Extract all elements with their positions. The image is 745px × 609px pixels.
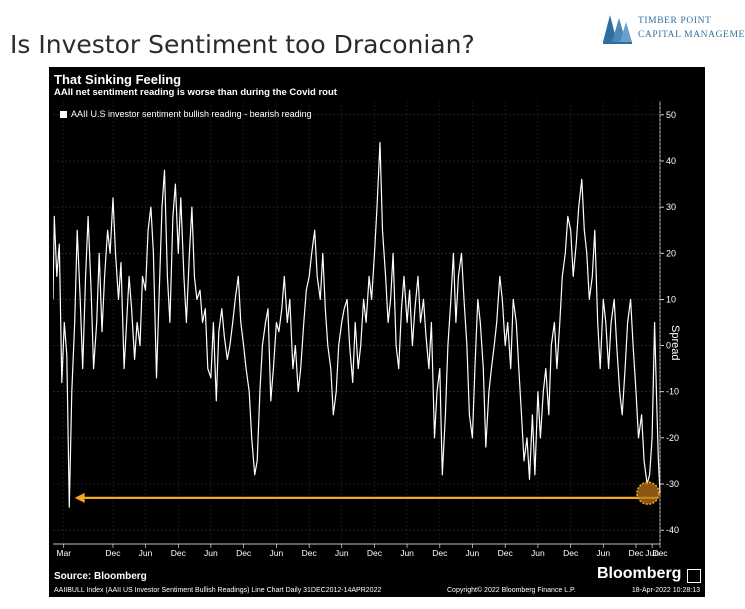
year-label: 2021 — [599, 561, 618, 563]
company-logo: TIMBER POINT CAPITAL MANAGEMENT — [600, 12, 745, 48]
y-tick-label: 10 — [666, 294, 676, 304]
year-label: 2020 — [534, 561, 553, 563]
x-tick-label: Jun — [531, 548, 545, 558]
y-tick-label: 0 — [666, 341, 671, 351]
x-tick-label: Jun — [645, 548, 659, 558]
year-label: 2013 — [76, 561, 95, 563]
annotation-arrow-head — [74, 492, 85, 503]
bloomberg-brand: Bloomberg — [597, 565, 682, 582]
page-title: Is Investor Sentiment too Draconian? — [10, 30, 475, 59]
year-label: 2014 — [141, 561, 160, 563]
legend-label: AAII U.S investor sentiment bullish read… — [71, 109, 312, 119]
year-label: 2016 — [272, 561, 291, 563]
pine-trees-icon — [603, 15, 632, 44]
year-label: 2019 — [468, 561, 487, 563]
x-tick-label: Dec — [236, 548, 252, 558]
x-tick-label: Dec — [498, 548, 514, 558]
y-tick-label: -30 — [666, 479, 679, 489]
year-label: 2022 — [640, 561, 659, 563]
source-note: Source: Bloomberg — [54, 571, 147, 582]
chart-subtitle: AAII net sentiment reading is worse than… — [54, 87, 337, 98]
x-tick-label: Dec — [432, 548, 448, 558]
footer-copyright: Copyright© 2022 Bloomberg Finance L.P. — [447, 587, 576, 594]
x-tick-label: Jun — [466, 548, 480, 558]
annotation-circle — [636, 481, 660, 505]
chart-panel: That Sinking Feeling AAII net sentiment … — [49, 67, 705, 597]
x-tick-label: Mar — [56, 548, 71, 558]
x-tick-label: Dec — [563, 548, 579, 558]
year-label: 2015 — [207, 561, 226, 563]
x-tick-label: Dec — [105, 548, 121, 558]
x-tick-label: Jun — [335, 548, 349, 558]
y-tick-label: -40 — [666, 525, 679, 535]
x-tick-label: Dec — [628, 548, 644, 558]
x-tick-label: Jun — [400, 548, 414, 558]
y-tick-label: 30 — [666, 202, 676, 212]
year-label: 2017 — [338, 561, 357, 563]
y-tick-label: 40 — [666, 156, 676, 166]
legend-swatch — [60, 110, 67, 118]
x-tick-label: Jun — [270, 548, 284, 558]
footer-index: AAIIBULL Index (AAII US Investor Sentime… — [54, 587, 382, 594]
series-line — [53, 141, 661, 508]
x-tick-label: Jun — [596, 548, 610, 558]
y-tick-label: -10 — [666, 387, 679, 397]
year-label: 2018 — [403, 561, 422, 563]
bloomberg-chart-icon — [687, 569, 701, 583]
logo-line1: TIMBER POINT — [638, 16, 712, 26]
y-axis-title: Spread — [669, 325, 681, 361]
x-tick-label: Jun — [204, 548, 218, 558]
y-tick-label: 50 — [666, 110, 676, 120]
plot-area: 50 40 30 20 10 0 -10 -20 -30 -40 Mar Dec Jun Dec Jun De… — [53, 101, 679, 563]
x-tick-label: Dec — [302, 548, 318, 558]
chart-title: That Sinking Feeling — [54, 72, 182, 87]
x-tick-label: Dec — [367, 548, 383, 558]
x-tick-label: Dec — [171, 548, 187, 558]
footer-timestamp: 18-Apr-2022 10:28:13 — [631, 587, 700, 594]
y-tick-label: -20 — [666, 433, 679, 443]
logo-line2: CAPITAL MANAGEMENT — [638, 30, 745, 40]
x-tick-label: Jun — [139, 548, 153, 558]
y-tick-label: 20 — [666, 248, 676, 258]
chart-legend: AAII U.S investor sentiment bullish read… — [60, 109, 312, 119]
x-tick-label: Dec — [652, 548, 668, 558]
